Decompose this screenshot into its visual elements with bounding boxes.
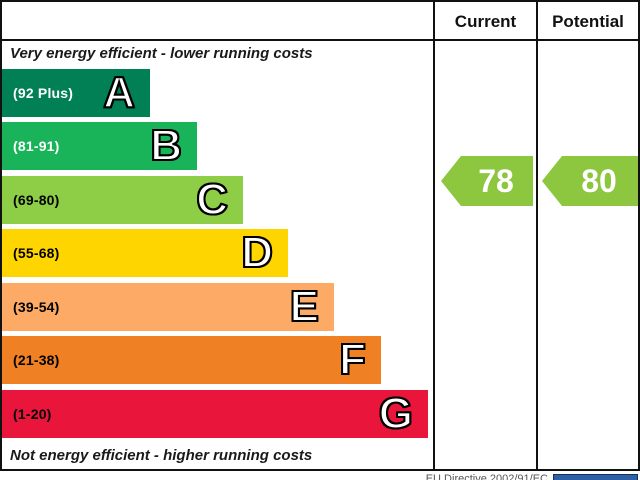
band-row-c: (69-80) C (2, 175, 243, 225)
band-row-b: (81-91) B (2, 121, 197, 171)
band-letter: E (289, 282, 320, 332)
band-range-label: (92 Plus) (13, 85, 74, 101)
header-divider (0, 39, 640, 41)
band-range-label: (81-91) (13, 138, 60, 154)
bottom-caption: Not energy efficient - higher running co… (10, 447, 313, 464)
band-row-f: (21-38) F (2, 335, 381, 385)
potential-column-header: Potential (552, 12, 624, 31)
band-letter: A (102, 68, 136, 118)
current-column-header: Current (454, 12, 517, 31)
eu-directive-text-partial: EU Directive 2002/91/EC (425, 473, 548, 480)
band-letter: G (378, 389, 414, 439)
band-letter: D (240, 228, 274, 278)
band-row-a: (92 Plus) A (2, 68, 150, 118)
potential-rating-arrow: 80 (542, 156, 638, 206)
eu-flag-icon (553, 474, 638, 480)
current-column-divider (433, 0, 435, 471)
band-row-e: (39-54) E (2, 282, 334, 332)
band-range-label: (39-54) (13, 299, 60, 315)
band-row-g: (1-20) G (2, 389, 428, 439)
band-range-label: (1-20) (13, 406, 52, 422)
band-row-d: (55-68) D (2, 228, 288, 278)
band-range-label: (55-68) (13, 245, 60, 261)
potential-column-divider (536, 0, 538, 471)
current-rating-value: 78 (478, 162, 514, 199)
potential-rating-value: 80 (581, 162, 617, 199)
current-rating-arrow: 78 (441, 156, 533, 206)
top-caption: Very energy efficient - lower running co… (10, 45, 313, 62)
band-letter: F (338, 335, 367, 385)
band-letter: C (195, 175, 229, 225)
band-range-label: (69-80) (13, 192, 60, 208)
band-range-label: (21-38) (13, 352, 60, 368)
band-letter: B (149, 121, 183, 171)
